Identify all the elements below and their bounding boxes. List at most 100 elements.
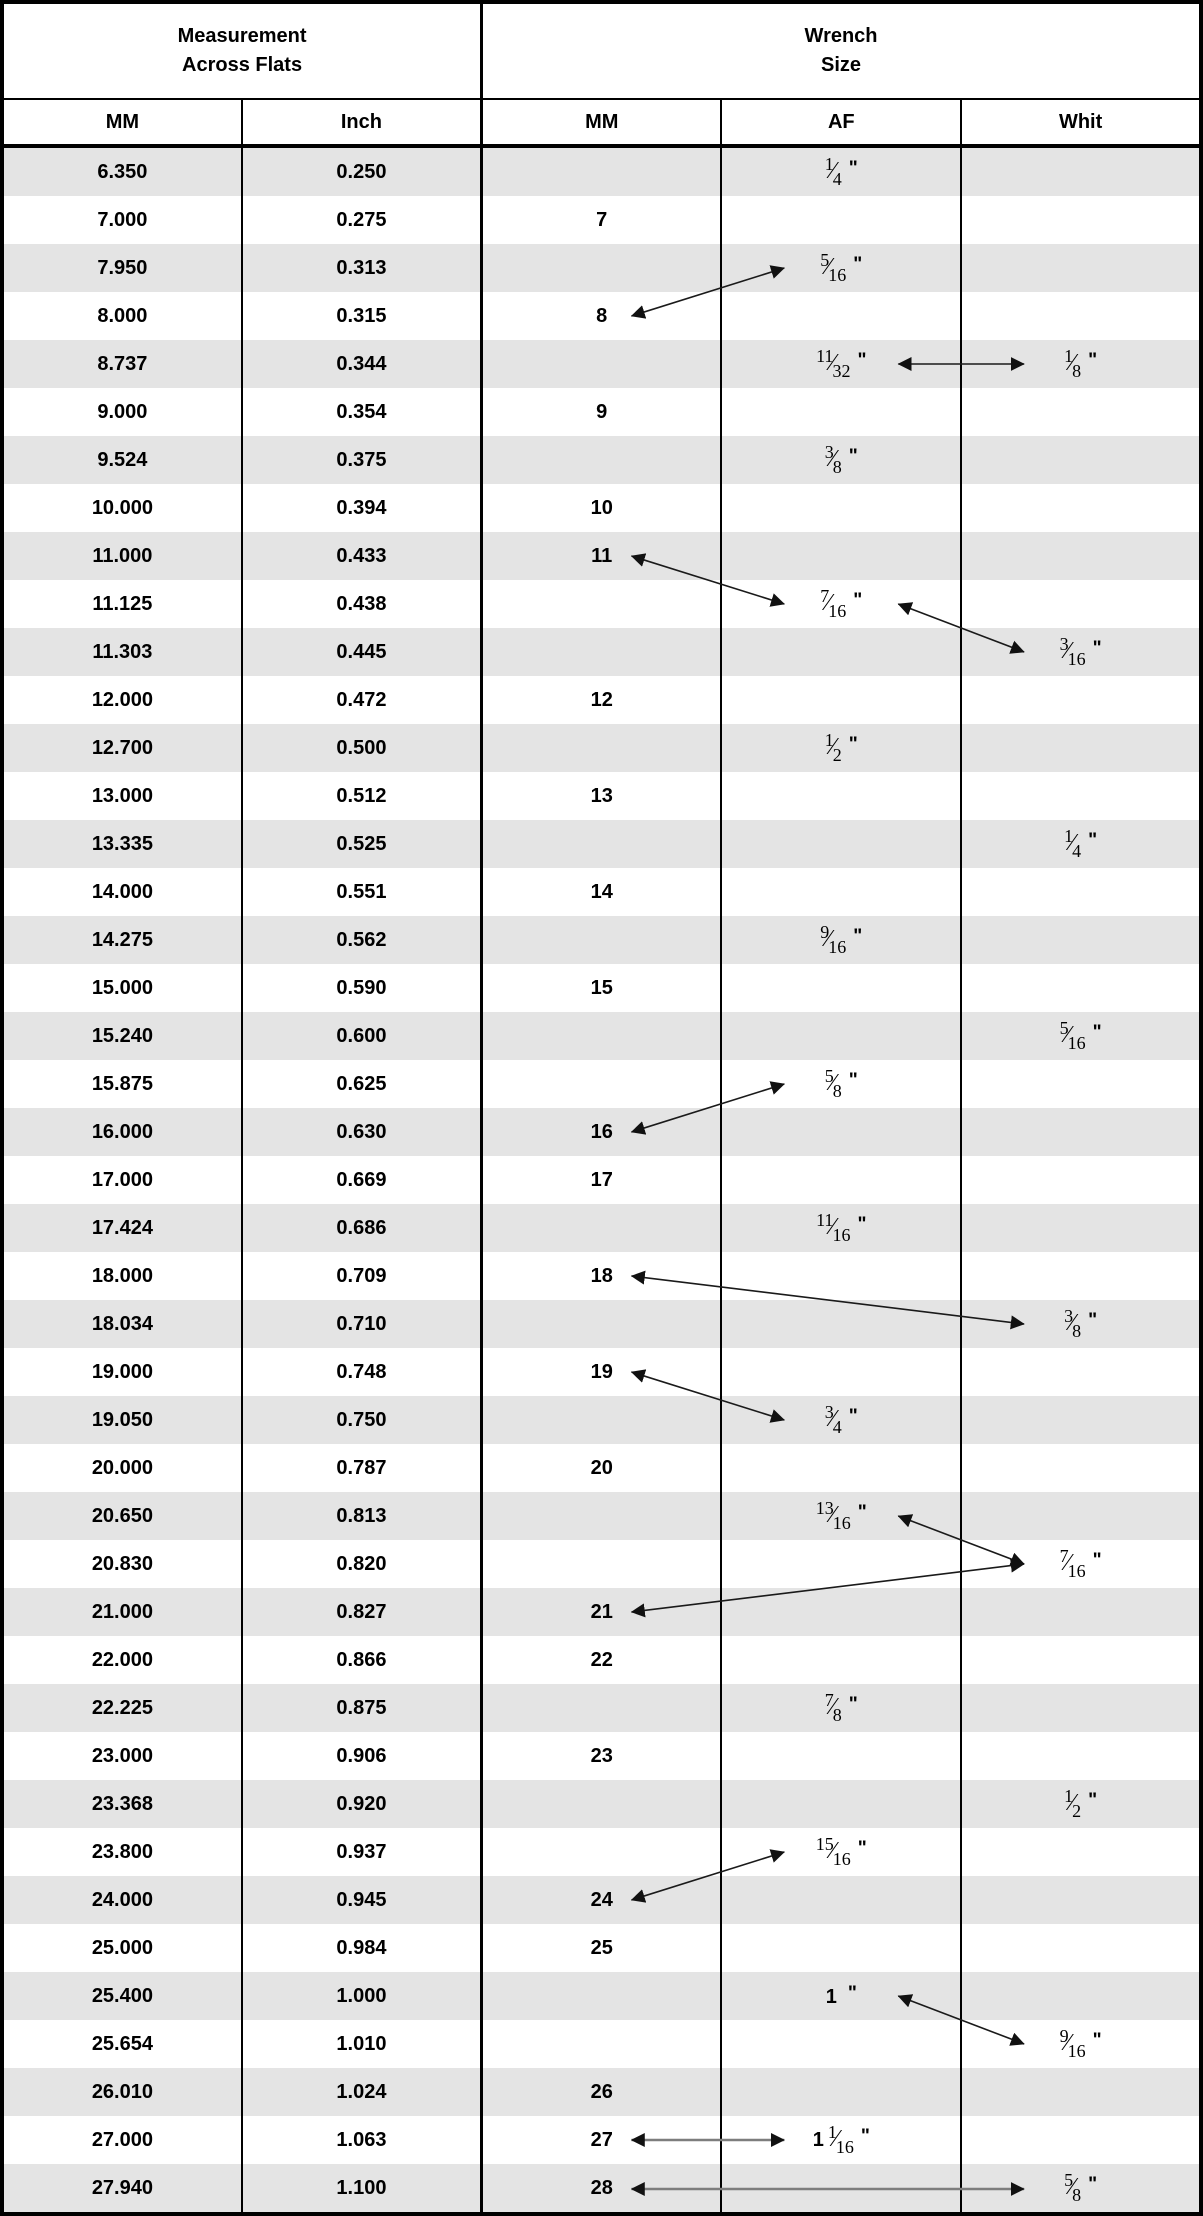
cell-mm-wrench — [480, 146, 722, 196]
inch-mark: " — [1092, 2029, 1102, 2051]
table-row: 8.000 0.315 8 — [2, 292, 1201, 340]
cell-mm-flats: 25.000 — [2, 1924, 242, 1972]
cell-mm-wrench — [480, 1780, 722, 1828]
inch-mark: " — [1092, 1021, 1102, 1043]
inch-mark: " — [1088, 1789, 1098, 1811]
inch-mark: " — [857, 349, 867, 371]
cell-inch-flats: 0.438 — [240, 580, 482, 628]
cell-af: 9⁄16 " — [720, 916, 962, 964]
table-row: 11.303 0.445 3⁄16 " — [2, 628, 1201, 676]
cell-mm-wrench: 27 — [480, 2116, 722, 2164]
cell-whit — [960, 580, 1201, 628]
cell-mm-wrench — [480, 1684, 722, 1732]
cell-mm-wrench: 7 — [480, 196, 722, 244]
cell-mm-wrench: 21 — [480, 1588, 722, 1636]
table-row: 20.650 0.813 13⁄16 " — [2, 1492, 1201, 1540]
cell-mm-wrench: 25 — [480, 1924, 722, 1972]
inch-mark: " — [848, 733, 858, 755]
cell-inch-flats: 0.315 — [240, 292, 482, 340]
cell-mm-flats: 14.275 — [2, 916, 242, 964]
inch-mark: " — [848, 445, 858, 467]
cell-mm-flats: 11.125 — [2, 580, 242, 628]
cell-inch-flats: 0.313 — [240, 244, 482, 292]
cell-mm-wrench: 11 — [480, 532, 722, 580]
cell-inch-flats: 0.354 — [240, 388, 482, 436]
cell-mm-flats: 7.950 — [2, 244, 242, 292]
table-row: 19.000 0.748 19 — [2, 1348, 1201, 1396]
cell-af — [720, 1108, 962, 1156]
fraction-value: 1⁄4 — [824, 154, 842, 189]
fraction-value: 5⁄16 — [820, 250, 847, 285]
cell-whit — [960, 484, 1201, 532]
table-row: 27.000 1.063 27 1 1⁄16 " — [2, 2116, 1201, 2164]
fraction-value: 3⁄8 — [1064, 1306, 1082, 1341]
cell-whit — [960, 1732, 1201, 1780]
cell-whit — [960, 964, 1201, 1012]
cell-mm-wrench — [480, 724, 722, 772]
table-row: 27.940 1.100 28 5⁄8 " — [2, 2164, 1201, 2214]
cell-af: 1⁄2 " — [720, 724, 962, 772]
cell-inch-flats: 0.472 — [240, 676, 482, 724]
cell-af — [720, 484, 962, 532]
column-header-whit: Whit — [960, 99, 1201, 148]
cell-inch-flats: 1.010 — [240, 2020, 482, 2068]
fraction-value: 1⁄4 — [1064, 826, 1082, 861]
cell-af: 5⁄16 " — [720, 244, 962, 292]
cell-af — [720, 868, 962, 916]
inch-mark: " — [848, 1405, 858, 1427]
cell-mm-flats: 7.000 — [2, 196, 242, 244]
cell-af: 7⁄16 " — [720, 580, 962, 628]
group-header-row: Measurement Across Flats Wrench Size — [2, 2, 1201, 100]
fraction-value: 7⁄8 — [824, 1690, 842, 1725]
cell-af: 11⁄32 " — [720, 340, 962, 388]
table-row: 11.000 0.433 11 — [2, 532, 1201, 580]
whole-inch-value: 1 — [825, 1986, 837, 2009]
column-header-row: MM Inch MM AF Whit — [2, 99, 1201, 148]
fraction-lead: 1 — [812, 2129, 824, 2152]
cell-inch-flats: 0.750 — [240, 1396, 482, 1444]
cell-inch-flats: 0.669 — [240, 1156, 482, 1204]
cell-inch-flats: 0.787 — [240, 1444, 482, 1492]
cell-mm-flats: 12.000 — [2, 676, 242, 724]
table-row: 23.800 0.937 15⁄16 " — [2, 1828, 1201, 1876]
inch-mark: " — [848, 1693, 858, 1715]
cell-mm-wrench — [480, 1204, 722, 1252]
cell-mm-wrench: 10 — [480, 484, 722, 532]
inch-mark: " — [848, 157, 858, 179]
cell-whit — [960, 772, 1201, 820]
cell-af: 1⁄4 " — [720, 146, 962, 196]
cell-mm-wrench: 22 — [480, 1636, 722, 1684]
table-row: 9.000 0.354 9 — [2, 388, 1201, 436]
cell-whit: 7⁄16 " — [960, 1540, 1201, 1588]
table-row: 17.000 0.669 17 — [2, 1156, 1201, 1204]
table-row: 22.225 0.875 7⁄8 " — [2, 1684, 1201, 1732]
cell-whit — [960, 868, 1201, 916]
cell-whit — [960, 1060, 1201, 1108]
cell-mm-flats: 24.000 — [2, 1876, 242, 1924]
inch-mark: " — [1088, 2173, 1098, 2195]
cell-whit: 5⁄16 " — [960, 1012, 1201, 1060]
cell-whit — [960, 2068, 1201, 2116]
cell-mm-flats: 6.350 — [2, 146, 242, 196]
cell-mm-wrench: 28 — [480, 2164, 722, 2214]
fraction-value: 9⁄16 — [820, 922, 847, 957]
inch-mark: " — [853, 589, 863, 611]
cell-mm-wrench — [480, 1300, 722, 1348]
table-row: 25.400 1.000 1 " — [2, 1972, 1201, 2020]
cell-mm-wrench: 13 — [480, 772, 722, 820]
cell-whit — [960, 1972, 1201, 2020]
cell-inch-flats: 0.500 — [240, 724, 482, 772]
cell-inch-flats: 0.875 — [240, 1684, 482, 1732]
cell-af: 1 " — [720, 1972, 962, 2020]
cell-whit — [960, 1252, 1201, 1300]
inch-mark: " — [1088, 349, 1098, 371]
table-row: 25.000 0.984 25 — [2, 1924, 1201, 1972]
table-row: 7.000 0.275 7 — [2, 196, 1201, 244]
cell-mm-flats: 20.830 — [2, 1540, 242, 1588]
cell-mm-flats: 23.000 — [2, 1732, 242, 1780]
cell-inch-flats: 0.551 — [240, 868, 482, 916]
group-header-measurement: Measurement Across Flats — [2, 2, 482, 100]
cell-mm-flats: 18.034 — [2, 1300, 242, 1348]
cell-af — [720, 628, 962, 676]
cell-whit — [960, 1156, 1201, 1204]
